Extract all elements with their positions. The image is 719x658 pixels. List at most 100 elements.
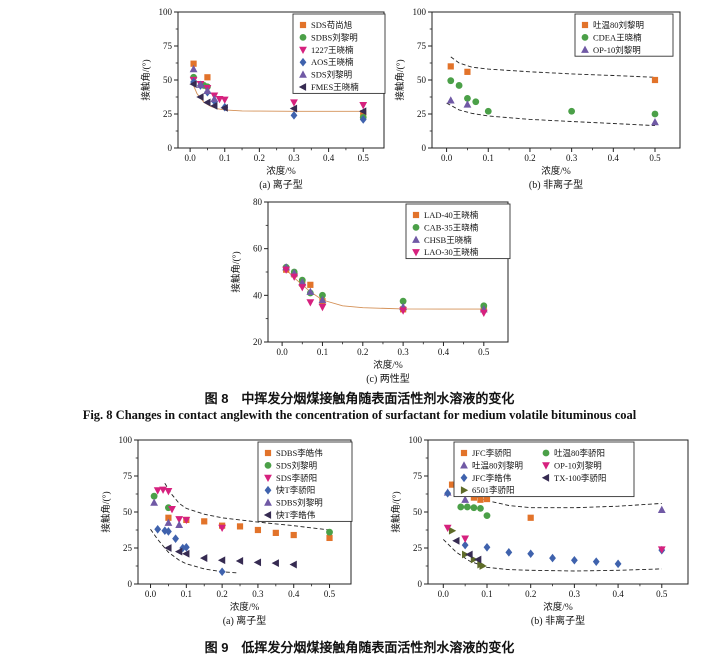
data-point-marker	[165, 514, 172, 521]
data-point-marker	[200, 554, 208, 562]
data-point-marker	[318, 303, 327, 312]
fig9b-chart: 0.0 0.1 0.2 0.3 0.4 0.5 0 25 50 75 100 接触角/(°) 浓度/%(…	[388, 432, 700, 632]
x-axis-label: 浓度/%	[541, 165, 571, 177]
data-point-marker	[472, 98, 480, 106]
x-tick-label: 0.4	[608, 153, 620, 163]
data-point-marker	[154, 524, 162, 534]
data-point-marker	[189, 80, 197, 88]
data-point-marker	[236, 523, 244, 530]
y-tick-label: 100	[409, 435, 423, 445]
legend-label: SDS刘黎明	[276, 460, 317, 470]
data-point-marker	[527, 549, 535, 559]
data-point-marker	[326, 534, 333, 542]
legend-marker	[460, 486, 469, 495]
data-point-marker	[463, 100, 472, 108]
data-point-marker	[196, 80, 205, 88]
data-point-marker	[201, 518, 208, 525]
data-point-marker	[479, 309, 488, 318]
data-point-marker	[319, 291, 326, 299]
legend-marker	[299, 70, 307, 78]
data-point-marker	[150, 492, 158, 500]
data-point-marker	[651, 110, 659, 118]
x-tick-label: 0.0	[184, 153, 196, 163]
data-point-marker	[203, 86, 212, 94]
legend-label: SDBS刘黎明	[276, 498, 323, 508]
data-point-marker	[182, 542, 190, 552]
legend-label: CAB-35王晓楠	[424, 222, 479, 232]
legend-box	[257, 441, 353, 522]
data-point-marker	[290, 111, 298, 120]
data-point-marker	[306, 299, 315, 307]
x-tick-label: 0.3	[566, 153, 578, 163]
legend-label: 1227王晓楠	[311, 45, 354, 55]
x-tick-label: 0.1	[219, 153, 230, 163]
x-tick-label: 0.4	[288, 589, 300, 599]
data-point-marker	[254, 526, 262, 534]
data-point-marker	[447, 63, 454, 70]
legend-marker	[460, 449, 468, 457]
legend-marker	[581, 34, 589, 41]
data-point-marker	[306, 287, 315, 295]
data-point-marker	[318, 295, 327, 304]
legend-label: LAD-40王晓楠	[424, 210, 479, 220]
x-tick-label: 0.2	[525, 589, 536, 599]
x-axis-label: 浓度/%	[230, 601, 260, 613]
legend-label: 吐温80李骄阳	[554, 448, 605, 458]
data-point-marker	[220, 96, 229, 104]
y-tick-label: 0	[168, 143, 173, 153]
data-point-marker	[204, 74, 211, 81]
fig9-caption-zh: 图 9 低挥发分烟煤接触角随表面活性剂水溶液的变化	[204, 640, 515, 655]
y-tick-label: 50	[413, 507, 423, 517]
data-point-marker	[175, 520, 184, 529]
subplot-label: (b) 非离子型	[529, 178, 583, 191]
y-tick-label: 25	[163, 109, 173, 119]
data-point-marker	[448, 526, 457, 535]
legend-box	[574, 13, 674, 57]
legend-marker	[412, 224, 420, 231]
data-point-marker	[165, 527, 172, 536]
data-point-marker	[470, 504, 478, 512]
fig9a-svg: 0.0 0.1 0.2 0.3 0.4 0.5 0 25 50 75 100 接触角/(°) 浓度/%(…	[100, 435, 353, 627]
data-point-marker	[220, 103, 228, 112]
y-tick-label: 25	[123, 543, 133, 553]
y-tick-label: 100	[119, 435, 133, 445]
subplot-label: (b) 非离子型	[531, 614, 585, 627]
data-point-marker	[298, 284, 307, 292]
x-tick-label: 0.0	[145, 589, 157, 599]
legend-label: LAO-30王晓楠	[424, 247, 479, 257]
fig8b-chart: 0.0 0.1 0.2 0.3 0.4 0.5 0 25 50 75 100 接触角/(°) 浓度/%(…	[392, 4, 692, 196]
y-tick-label: 75	[163, 41, 173, 51]
data-point-marker	[464, 68, 471, 75]
data-point-marker	[161, 526, 169, 536]
x-tick-label: 0.2	[254, 153, 265, 163]
subplot-label: (a) 离子型	[259, 178, 303, 191]
x-tick-label: 0.1	[483, 153, 494, 163]
x-tick-label: 0.5	[649, 153, 661, 163]
legend-label: JFC李皓伟	[472, 473, 512, 483]
legend-marker	[541, 473, 550, 482]
data-point-marker	[210, 94, 219, 103]
envelope-curve	[450, 56, 656, 78]
y-tick-label: 75	[417, 41, 427, 51]
data-point-marker	[614, 559, 622, 569]
envelope-curve	[150, 529, 237, 574]
x-tick-label: 0.2	[217, 589, 228, 599]
legend-marker	[299, 21, 307, 29]
envelope-curve	[446, 102, 656, 127]
data-point-marker	[182, 549, 190, 558]
data-point-marker	[448, 481, 456, 488]
y-tick-label: 75	[413, 471, 423, 481]
x-axis-label: 浓度/%	[373, 359, 403, 371]
data-point-marker	[359, 115, 367, 124]
fig8-caption-zh: 图 8 中挥发分烟煤接触角随表面活性剂水溶液的变化	[204, 391, 515, 406]
y-tick-label: 0	[418, 579, 423, 589]
fig8a-chart: 0.0 0.1 0.2 0.3 0.4 0.5 0 25 50 75 100 接触角/(°) 浓度/%(…	[138, 4, 396, 196]
data-point-marker	[290, 99, 298, 107]
data-point-marker	[505, 548, 513, 557]
data-point-marker	[326, 528, 333, 536]
data-point-marker	[483, 512, 491, 519]
x-tick-label: 0.4	[438, 347, 450, 357]
legend-label: 快T李骄阳	[276, 485, 315, 495]
data-point-marker	[657, 505, 666, 513]
